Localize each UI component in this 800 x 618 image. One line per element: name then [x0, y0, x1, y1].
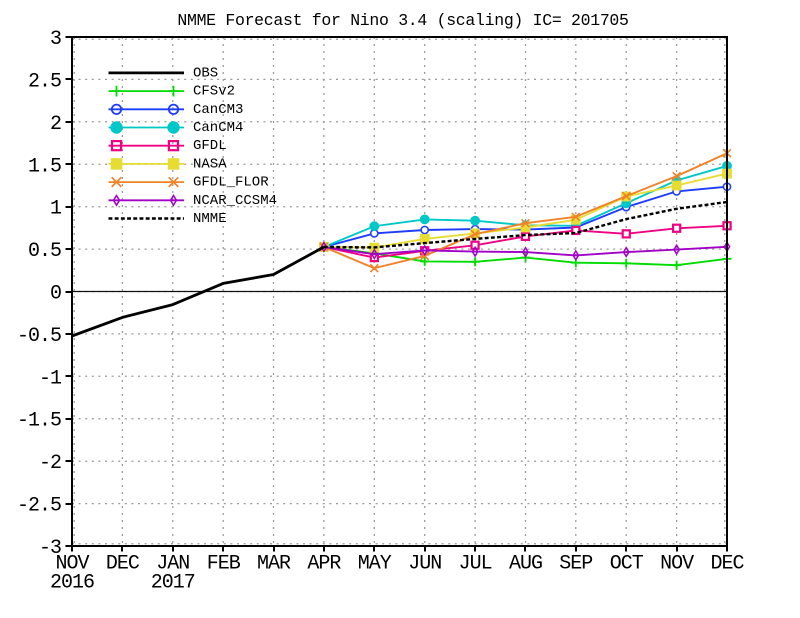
svg-text:OCT: OCT: [610, 553, 644, 576]
svg-text:DEC: DEC: [106, 553, 140, 576]
svg-text:0: 0: [50, 283, 61, 306]
svg-text:1.5: 1.5: [28, 155, 61, 178]
svg-text:-2: -2: [39, 452, 61, 475]
svg-text:2016: 2016: [50, 572, 94, 595]
svg-text:NMME Forecast for Nino 3.4 (sc: NMME Forecast for Nino 3.4 (scaling) IC=…: [177, 11, 628, 30]
svg-text:CanCM4: CanCM4: [193, 120, 243, 136]
svg-text:SEP: SEP: [559, 553, 592, 576]
svg-text:CFSv2: CFSv2: [193, 84, 235, 100]
svg-text:APR: APR: [307, 553, 341, 576]
svg-text:MAY: MAY: [358, 553, 392, 576]
svg-text:NCAR_CCSM4: NCAR_CCSM4: [193, 193, 277, 209]
svg-text:-3: -3: [39, 537, 61, 560]
svg-text:JAN: JAN: [156, 553, 189, 576]
svg-text:-1: -1: [39, 367, 62, 390]
svg-text:2: 2: [50, 113, 61, 136]
svg-text:DEC: DEC: [710, 553, 744, 576]
svg-text:CanCM3: CanCM3: [193, 102, 243, 118]
svg-text:OBS: OBS: [193, 65, 218, 81]
svg-text:JUL: JUL: [459, 553, 492, 576]
svg-text:NASA: NASA: [193, 156, 227, 172]
svg-text:1: 1: [50, 198, 62, 221]
svg-text:JUN: JUN: [408, 553, 441, 576]
svg-text:-1.5: -1.5: [17, 410, 61, 433]
svg-text:FEB: FEB: [207, 553, 241, 576]
svg-text:MAR: MAR: [257, 553, 291, 576]
svg-text:2.5: 2.5: [28, 70, 61, 93]
svg-text:AUG: AUG: [509, 553, 542, 576]
svg-text:3: 3: [50, 28, 61, 51]
svg-text:NMME: NMME: [193, 211, 227, 227]
svg-text:0.5: 0.5: [28, 240, 61, 263]
svg-text:-2.5: -2.5: [17, 495, 61, 518]
svg-text:GFDL_FLOR: GFDL_FLOR: [193, 175, 269, 191]
svg-text:GFDL: GFDL: [193, 138, 227, 154]
svg-text:NOV: NOV: [55, 553, 89, 576]
svg-text:-0.5: -0.5: [17, 325, 61, 348]
svg-text:NOV: NOV: [660, 553, 694, 576]
svg-text:2017: 2017: [151, 572, 195, 595]
